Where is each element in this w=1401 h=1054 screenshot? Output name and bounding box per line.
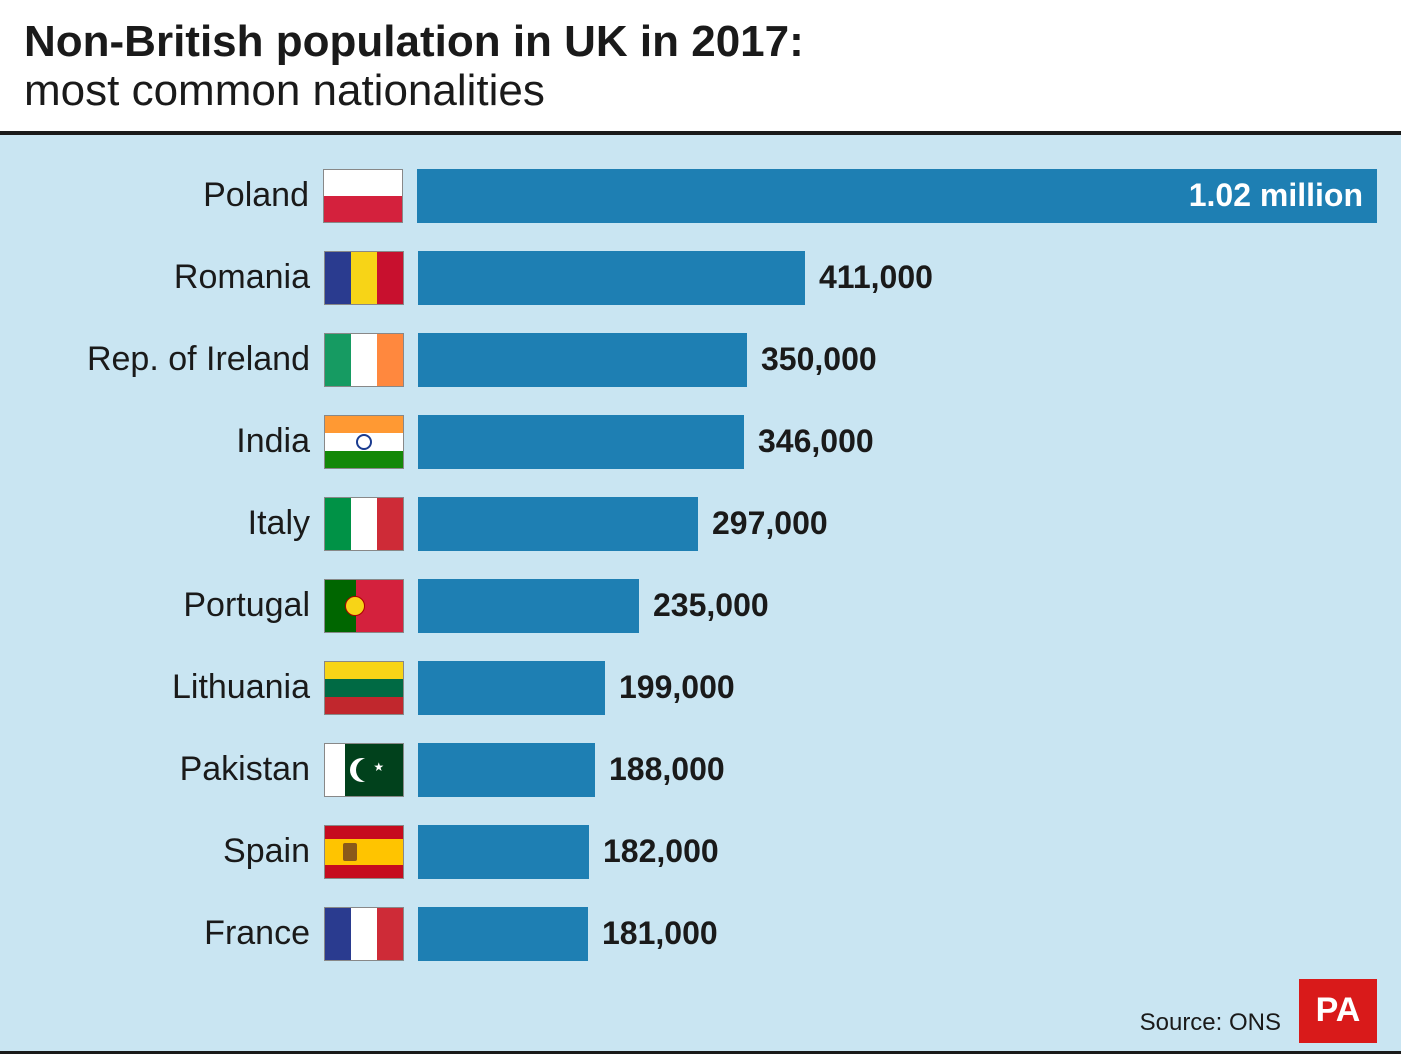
bar-value: 188,000: [609, 751, 725, 788]
france-flag-icon: [324, 907, 404, 961]
bar: [418, 333, 747, 387]
bar: [418, 825, 589, 879]
pa-badge: PA: [1299, 979, 1377, 1043]
bar-wrap: 182,000: [418, 825, 1377, 879]
bar: [418, 743, 595, 797]
bar-wrap: 188,000: [418, 743, 1377, 797]
ireland-flag-icon: [324, 333, 404, 387]
bar-row: Lithuania 199,000: [24, 651, 1377, 725]
bar: [418, 907, 588, 961]
bar-value: 182,000: [603, 833, 719, 870]
bar-row: India 346,000: [24, 405, 1377, 479]
country-label: India: [24, 422, 324, 461]
bar-row: Italy 297,000: [24, 487, 1377, 561]
bar: [418, 251, 805, 305]
infographic-container: Non-British population in UK in 2017: mo…: [0, 0, 1401, 1054]
poland-flag-icon: [323, 169, 403, 223]
bar: 1.02 million: [417, 169, 1377, 223]
bar-row: Poland 1.02 million: [24, 159, 1377, 233]
title: Non-British population in UK in 2017:: [24, 18, 1377, 66]
bar-wrap: 346,000: [418, 415, 1377, 469]
bar-value: 181,000: [602, 915, 718, 952]
footer: Source: ONS PA: [24, 979, 1377, 1043]
bar-value: 350,000: [761, 341, 877, 378]
bar-value: 235,000: [653, 587, 769, 624]
bar-wrap: 411,000: [418, 251, 1377, 305]
bar-value: 199,000: [619, 669, 735, 706]
chart-area: Poland 1.02 million Romania 411,000 Rep. of …: [0, 131, 1401, 1054]
bar-row: Portugal 235,000: [24, 569, 1377, 643]
bar-row: Romania 411,000: [24, 241, 1377, 315]
bar-rows: Poland 1.02 million Romania 411,000 Rep. of …: [24, 159, 1377, 971]
country-label: Poland: [24, 176, 323, 215]
country-label: Rep. of Ireland: [24, 340, 324, 379]
bar-wrap: 1.02 million: [417, 169, 1377, 223]
bar-wrap: 199,000: [418, 661, 1377, 715]
spain-flag-icon: [324, 825, 404, 879]
country-label: Pakistan: [24, 750, 324, 789]
country-label: Portugal: [24, 586, 324, 625]
bar-row: Rep. of Ireland 350,000: [24, 323, 1377, 397]
header: Non-British population in UK in 2017: mo…: [0, 0, 1401, 131]
bar: [418, 497, 698, 551]
bar-value: 1.02 million: [1189, 177, 1363, 214]
bar: [418, 415, 744, 469]
bar-row: Pakistan★ 188,000: [24, 733, 1377, 807]
pakistan-flag-icon: ★: [324, 743, 404, 797]
bar-row: France 181,000: [24, 897, 1377, 971]
bar-wrap: 297,000: [418, 497, 1377, 551]
subtitle: most common nationalities: [24, 66, 1377, 117]
romania-flag-icon: [324, 251, 404, 305]
bar: [418, 661, 605, 715]
source-text: Source: ONS: [1140, 1009, 1281, 1043]
bar-value: 411,000: [819, 259, 933, 296]
bar-wrap: 235,000: [418, 579, 1377, 633]
lithuania-flag-icon: [324, 661, 404, 715]
bar-value: 297,000: [712, 505, 828, 542]
country-label: Romania: [24, 258, 324, 297]
country-label: Lithuania: [24, 668, 324, 707]
portugal-flag-icon: [324, 579, 404, 633]
country-label: Italy: [24, 504, 324, 543]
country-label: France: [24, 914, 324, 953]
bar-value: 346,000: [758, 423, 874, 460]
bar-wrap: 181,000: [418, 907, 1377, 961]
italy-flag-icon: [324, 497, 404, 551]
bar-row: Spain 182,000: [24, 815, 1377, 889]
india-flag-icon: [324, 415, 404, 469]
country-label: Spain: [24, 832, 324, 871]
bar-wrap: 350,000: [418, 333, 1377, 387]
bar: [418, 579, 639, 633]
